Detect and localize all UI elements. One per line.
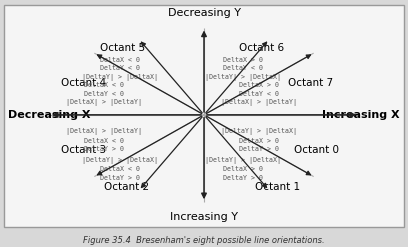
Text: |DeltaY| > |DeltaX|
DeltaX > 0
DeltaY > 0: |DeltaY| > |DeltaX| DeltaX > 0 DeltaY > … [221, 128, 297, 152]
Text: DeltaX > 0
DeltaY < 0
|DeltaY| > |DeltaX|: DeltaX > 0 DeltaY < 0 |DeltaY| > |DeltaX… [205, 57, 281, 81]
Text: Octant 6: Octant 6 [239, 43, 284, 53]
Text: Octant 4: Octant 4 [61, 78, 106, 88]
Text: Decreasing Y: Decreasing Y [168, 8, 240, 18]
Text: |DeltaX| > |DeltaY|
DeltaX < 0
DeltaY > 0: |DeltaX| > |DeltaY| DeltaX < 0 DeltaY > … [66, 128, 142, 152]
Text: DeltaX > 0
DeltaY < 0
|DeltaX| > |DeltaY|: DeltaX > 0 DeltaY < 0 |DeltaX| > |DeltaY… [221, 82, 297, 106]
Text: Octant 7: Octant 7 [288, 78, 333, 88]
FancyBboxPatch shape [4, 5, 404, 227]
Text: Octant 0: Octant 0 [294, 145, 339, 155]
Text: Increasing X: Increasing X [322, 110, 400, 120]
Text: Octant 2: Octant 2 [104, 182, 149, 192]
Text: Octant 5: Octant 5 [100, 43, 145, 53]
Text: |DeltaY| > |DeltaX|
DeltaX > 0
DeltaY > 0: |DeltaY| > |DeltaX| DeltaX > 0 DeltaY > … [205, 157, 281, 181]
Text: Octant 1: Octant 1 [255, 182, 300, 192]
Text: DeltaX < 0
DeltaY < 0
|DeltaY| > |DeltaX|: DeltaX < 0 DeltaY < 0 |DeltaY| > |DeltaX… [82, 57, 158, 81]
Text: DeltaX < 0
DeltaY < 0
|DeltaX| > |DeltaY|: DeltaX < 0 DeltaY < 0 |DeltaX| > |DeltaY… [66, 82, 142, 106]
Text: Increasing Y: Increasing Y [170, 212, 238, 222]
Text: Octant 3: Octant 3 [61, 145, 106, 155]
Text: |DeltaY| > |DeltaX|
DeltaX < 0
DeltaY > 0: |DeltaY| > |DeltaX| DeltaX < 0 DeltaY > … [82, 157, 158, 181]
Text: Figure 35.4  Bresenham's eight possible line orientations.: Figure 35.4 Bresenham's eight possible l… [83, 236, 325, 245]
Text: Decreasing X: Decreasing X [8, 110, 91, 120]
